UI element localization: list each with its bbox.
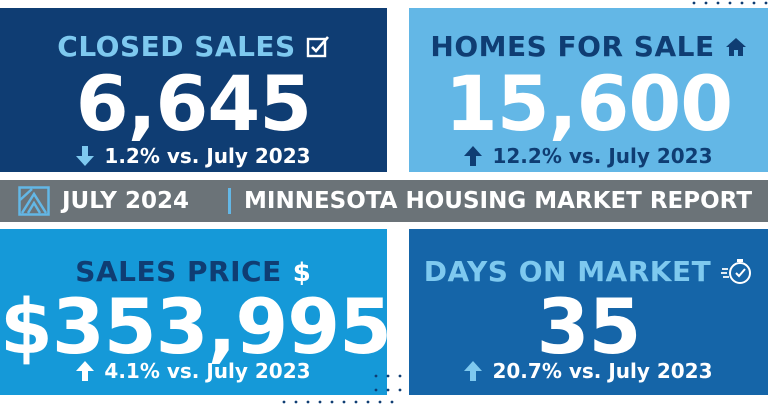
decorative-dots-bottom [282,374,402,404]
days-on-market-panel: DAYS ON MARKET 35 20.7% vs. July 2023 [409,229,768,395]
decorative-dots-top [692,1,768,5]
homes-for-sale-title: HOMES FOR SALE [430,30,715,63]
checkbox-icon [306,35,330,59]
arrow-up-icon [76,361,95,381]
sales-price-change: 4.1% vs. July 2023 [104,359,311,383]
days-on-market-change: 20.7% vs. July 2023 [492,359,713,383]
sales-price-value: $353,995 [0,282,392,371]
homes-for-sale-title-row: HOMES FOR SALE [409,30,768,63]
closed-sales-value: 6,645 [75,59,312,148]
closed-sales-change-row: 1.2% vs. July 2023 [0,144,387,168]
homes-for-sale-value: 15,600 [444,59,733,148]
sales-price-title-row: SALES PRICE $ [0,255,387,288]
days-on-market-change-row: 20.7% vs. July 2023 [409,359,768,383]
report-date: JULY 2024 [62,188,189,214]
arrow-up-icon [464,146,483,166]
sales-price-change-row: 4.1% vs. July 2023 [0,359,387,383]
banner-divider [228,188,231,214]
days-on-market-value: 35 [536,282,642,371]
logo-icon [18,186,50,220]
homes-for-sale-change-row: 12.2% vs. July 2023 [409,144,768,168]
stopwatch-icon [721,258,753,286]
closed-sales-change: 1.2% vs. July 2023 [104,144,311,168]
closed-sales-title-row: CLOSED SALES [0,30,387,63]
svg-text:$: $ [292,258,311,286]
arrow-down-icon [76,146,95,166]
homes-for-sale-change: 12.2% vs. July 2023 [492,144,713,168]
sales-price-title: SALES PRICE [75,255,282,288]
days-on-market-title-row: DAYS ON MARKET [409,255,768,288]
closed-sales-panel: CLOSED SALES 6,645 1.2% vs. July 2023 [0,8,387,172]
homes-for-sale-panel: HOMES FOR SALE 15,600 12.2% vs. July 202… [409,8,768,172]
sales-price-panel: SALES PRICE $ $353,995 4.1% vs. July 202… [0,229,392,395]
days-on-market-title: DAYS ON MARKET [423,255,712,288]
report-banner: JULY 2024 MINNESOTA HOUSING MARKET REPOR… [0,180,768,222]
closed-sales-title: CLOSED SALES [57,30,296,63]
dollar-icon: $ [292,258,312,286]
arrow-up-icon [464,361,483,381]
house-icon [725,37,747,57]
report-title: MINNESOTA HOUSING MARKET REPORT [244,188,753,214]
